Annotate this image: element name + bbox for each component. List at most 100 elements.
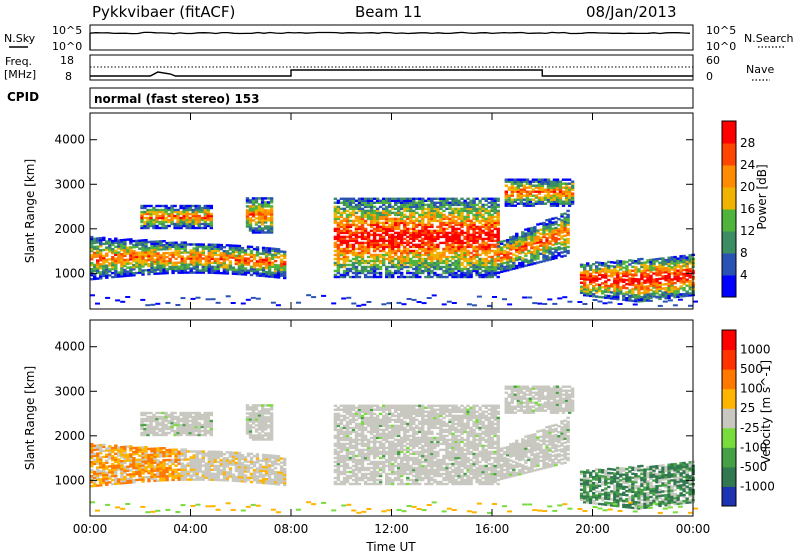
power-cell [448, 231, 452, 235]
power-cell [248, 221, 253, 224]
power-cell [194, 204, 198, 208]
power-cell [640, 287, 644, 291]
power-cell [634, 280, 638, 283]
power-cell [454, 259, 458, 263]
power-cell [475, 267, 479, 271]
power-cell [490, 225, 494, 229]
power-cell [658, 297, 662, 301]
power-cell [664, 275, 668, 278]
power-cell [412, 237, 416, 241]
velocity-cell [183, 456, 187, 459]
power-cell [521, 261, 525, 264]
power-cell [251, 231, 256, 234]
power-cell [451, 261, 455, 265]
power-cell [490, 203, 494, 207]
power-cell [592, 285, 596, 288]
power-cell [132, 266, 136, 269]
velocity-cell [93, 460, 97, 464]
power-cell [424, 247, 428, 251]
nsearch-label: N.Search [744, 32, 794, 45]
power-cell [263, 219, 268, 222]
power-cell [203, 216, 207, 220]
power-cell [563, 230, 567, 233]
power-cell [481, 257, 485, 261]
power-cell [168, 257, 172, 261]
power-cell [518, 252, 522, 255]
power-cell [460, 271, 464, 275]
velocity-cell [141, 472, 145, 475]
velocity-cell [135, 466, 139, 470]
power-cell [481, 247, 485, 251]
power-cell [200, 222, 204, 226]
power-cell [421, 217, 425, 221]
power-cell [634, 268, 638, 271]
power-cell [378, 233, 383, 237]
power-cell [161, 212, 165, 216]
power-cell [682, 256, 686, 260]
power-cell [524, 242, 528, 245]
power-cell [209, 224, 213, 228]
power-cell [436, 213, 440, 217]
power-cell [345, 239, 350, 243]
velocity-cell [171, 448, 175, 451]
power-cell [168, 243, 172, 247]
velocity-cell [165, 476, 169, 480]
power-cell [472, 269, 476, 273]
power-cell [276, 272, 281, 275]
velocity-cell [144, 456, 148, 459]
power-cell [463, 199, 467, 202]
power-cell [378, 205, 383, 209]
power-cell [463, 259, 467, 263]
power-cell [96, 249, 100, 252]
velocity-cell [219, 478, 223, 482]
power-cell [255, 250, 260, 253]
power-cell [570, 196, 575, 199]
velocity-cell [177, 478, 181, 481]
power-cell [146, 210, 150, 214]
power-cell [516, 190, 520, 193]
power-cell [147, 272, 151, 276]
power-cell [219, 243, 223, 247]
power-cell [394, 199, 398, 202]
power-cell [333, 275, 338, 279]
power-cell [222, 250, 227, 253]
power-cell [487, 219, 491, 223]
power-cell [360, 269, 365, 273]
velocity-cell [207, 472, 211, 475]
power-cell [276, 252, 281, 255]
power-cell [270, 255, 275, 258]
velocity-cell [132, 475, 136, 478]
velocity-cell [168, 464, 172, 468]
power-cell [360, 251, 365, 255]
power-cell [275, 304, 281, 307]
power-cell [189, 243, 193, 246]
power-cell [460, 221, 464, 225]
power-cell [631, 261, 635, 264]
velocity-cell [192, 464, 196, 467]
power-cell [457, 211, 461, 215]
power-cell [246, 245, 251, 248]
power-cell [507, 200, 511, 203]
power-cell [586, 278, 590, 281]
power-cell [433, 203, 437, 207]
power-cell [664, 279, 668, 282]
power-cell [164, 210, 168, 214]
power-cell [625, 282, 629, 286]
power-cell [191, 212, 195, 216]
power-cell [539, 244, 543, 247]
power-cell [188, 224, 192, 228]
power-cell [484, 251, 488, 255]
power-cell [619, 266, 623, 269]
power-cell [484, 225, 488, 229]
power-cell [273, 263, 278, 267]
power-cell [542, 227, 546, 231]
power-cell [478, 221, 482, 225]
power-cell [406, 241, 410, 245]
power-cell [114, 261, 118, 264]
power-cell [165, 267, 169, 271]
power-cell [342, 223, 347, 227]
power-cell [189, 249, 193, 252]
power-cell [264, 271, 269, 274]
power-cell [345, 245, 350, 249]
power-cell [454, 223, 458, 227]
